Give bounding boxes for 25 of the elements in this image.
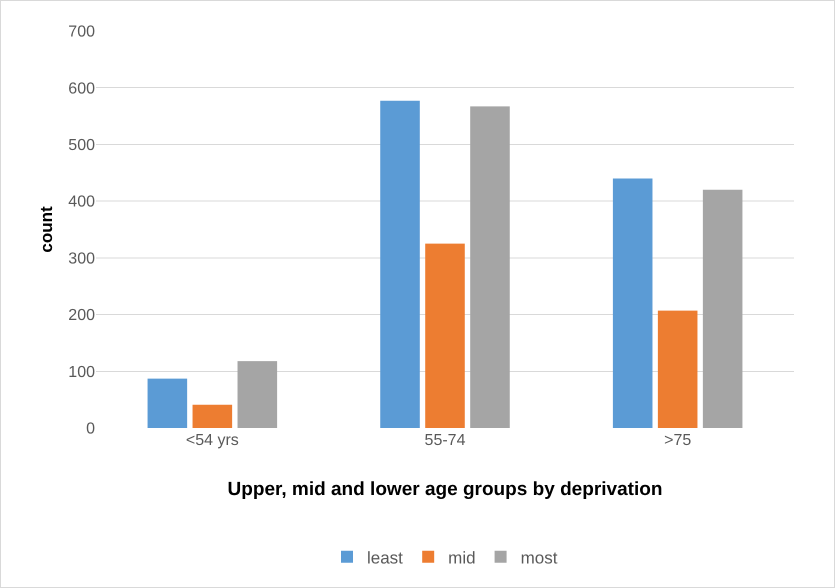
y-tick-label: 0 [86, 420, 96, 438]
y-tick-label: 500 [68, 137, 96, 154]
y-axis-title: count [37, 206, 56, 253]
x-tick-label: 55-74 [424, 432, 466, 449]
y-tick-label: 400 [68, 194, 96, 211]
bar [380, 100, 420, 428]
bar [702, 190, 742, 428]
y-tick-label: 300 [68, 250, 96, 268]
y-tick-label: 200 [68, 307, 96, 324]
bar [238, 361, 278, 428]
bar [612, 178, 652, 428]
bar [192, 404, 232, 428]
x-axis-title: Upper, mid and lower age groups by deprivation [228, 479, 662, 500]
bar [658, 310, 698, 428]
x-tick-label: <54 yrs [186, 432, 239, 449]
y-tick-label: 100 [68, 364, 96, 381]
legend-label: mid [448, 548, 476, 568]
legend-label: least [367, 548, 404, 568]
bar [425, 244, 465, 428]
x-tick-label: >75 [664, 432, 692, 449]
bar [470, 106, 510, 428]
bar [148, 378, 188, 428]
y-tick-label: 600 [68, 80, 96, 98]
legend-label: most [520, 548, 558, 568]
y-tick-label: 700 [68, 24, 96, 41]
